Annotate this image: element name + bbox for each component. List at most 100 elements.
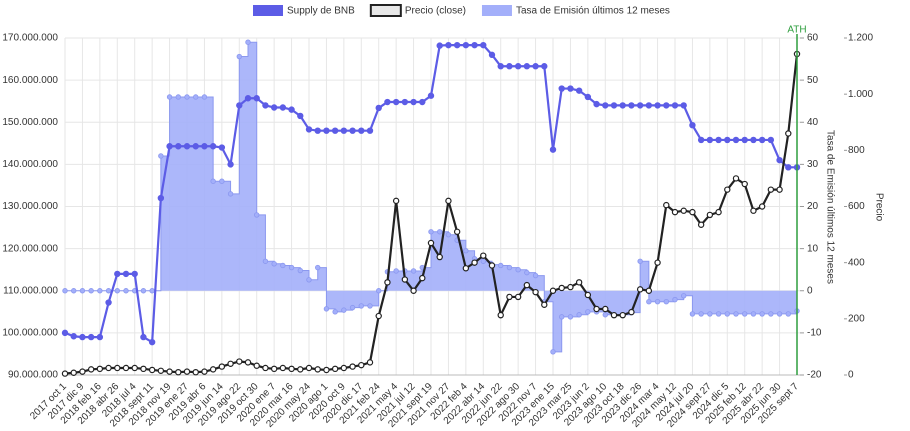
emission-point <box>332 309 338 315</box>
supply-point <box>663 102 670 109</box>
emission-point <box>532 272 539 279</box>
y-tick-label: 150.000.000 <box>2 117 58 128</box>
price-point <box>541 301 548 308</box>
emission-point <box>376 288 382 294</box>
price-point <box>70 369 77 376</box>
emission-point <box>707 311 713 317</box>
supply-point <box>148 338 156 346</box>
emission-point <box>306 277 312 283</box>
supply-point <box>183 143 191 150</box>
price-point <box>506 293 513 301</box>
price-point <box>105 364 112 372</box>
supply-point <box>593 100 600 108</box>
price-point <box>297 366 304 373</box>
supply-point <box>297 112 304 120</box>
price-point <box>175 368 182 376</box>
emission-point <box>646 299 652 305</box>
supply-point <box>619 102 626 109</box>
emission-area <box>65 42 797 352</box>
supply-point <box>157 194 165 202</box>
supply-point <box>96 333 104 341</box>
y3-tick-label: 0 <box>848 370 854 381</box>
supply-point <box>584 93 592 101</box>
emission-point <box>410 268 417 274</box>
emission-point <box>506 264 513 271</box>
price-point <box>785 130 792 137</box>
price-point <box>445 197 452 205</box>
emission-point <box>88 288 94 294</box>
supply-point <box>732 136 740 144</box>
emission-point <box>123 288 129 294</box>
supply-point <box>549 146 557 153</box>
supply-point <box>79 333 86 341</box>
price-point <box>87 366 95 373</box>
emission-point <box>698 311 704 317</box>
price-point <box>375 312 382 320</box>
price-point <box>122 364 130 372</box>
emission-point <box>724 311 730 317</box>
supply-point <box>209 143 217 150</box>
emission-point <box>114 288 120 294</box>
emission-point <box>750 311 757 317</box>
legend-swatch <box>369 4 402 17</box>
emission-point <box>79 288 86 294</box>
emission-point <box>776 311 783 317</box>
supply-point <box>610 102 618 109</box>
emission-point <box>498 262 504 269</box>
supply-point <box>671 102 679 109</box>
supply-point <box>453 41 461 49</box>
emission-point <box>149 288 155 294</box>
price-point <box>462 265 470 272</box>
supply-point <box>218 144 226 151</box>
y2-tick-label: 20 <box>807 201 819 212</box>
price-point <box>514 293 522 301</box>
price-point <box>227 360 234 367</box>
supply-point <box>654 102 661 109</box>
price-point <box>140 365 147 373</box>
supply-point <box>166 143 173 150</box>
supply-point <box>384 98 391 106</box>
supply-point <box>349 127 356 134</box>
price-point <box>305 364 313 372</box>
y2-tick-label: 50 <box>807 75 819 86</box>
price-point <box>192 368 199 376</box>
supply-point <box>236 102 243 109</box>
price-point <box>654 259 661 266</box>
emission-point <box>550 349 556 355</box>
supply-point <box>462 41 470 49</box>
price-point <box>288 365 295 373</box>
legend-label: Precio (close) <box>405 6 466 17</box>
supply-point <box>445 41 452 49</box>
supply-point <box>436 42 443 49</box>
emission-point <box>637 258 643 264</box>
price-point <box>392 197 400 205</box>
price-point <box>436 253 443 261</box>
emission-point <box>288 264 295 271</box>
supply-point <box>715 136 722 144</box>
price-point <box>131 364 138 372</box>
supply-point <box>523 63 531 70</box>
supply-point <box>114 270 121 278</box>
emission-point <box>105 288 112 294</box>
emission-point <box>672 296 678 303</box>
price-point <box>358 361 365 369</box>
supply-point <box>785 164 792 171</box>
price-point <box>410 287 417 294</box>
price-point <box>584 291 592 299</box>
emission-point <box>341 307 347 313</box>
price-point <box>619 311 626 319</box>
emission-point <box>689 311 696 317</box>
price-point <box>96 365 104 373</box>
supply-point <box>750 136 757 144</box>
price-point <box>201 368 208 375</box>
supply-point <box>680 102 687 109</box>
price-point <box>236 358 243 365</box>
emission-point <box>358 303 364 309</box>
y2-tick-label: 30 <box>807 159 819 170</box>
y3-tick-label: 800 <box>848 145 865 156</box>
emission-point <box>280 262 286 269</box>
supply-point <box>227 161 234 168</box>
emission-point <box>463 248 469 254</box>
price-point <box>218 363 226 370</box>
emission-point <box>393 268 399 274</box>
